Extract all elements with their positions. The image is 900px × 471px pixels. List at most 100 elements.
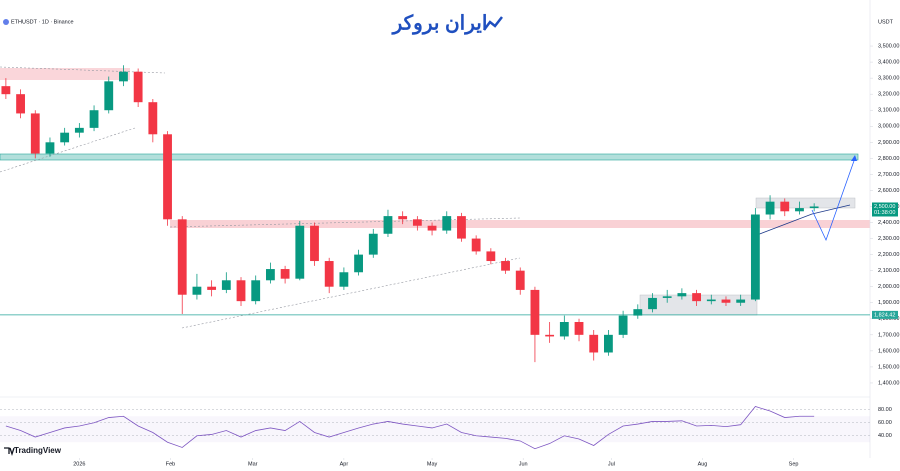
candle-body <box>339 272 349 287</box>
candle-body <box>604 334 613 353</box>
price-line-label: 1,824.42 <box>874 312 895 318</box>
y-tick-label: 3,100.00 <box>878 108 899 114</box>
x-tick-label: 2026 <box>73 461 85 467</box>
candle-body <box>60 132 70 143</box>
y-tick-label: 2,700.00 <box>878 172 899 178</box>
candle-body <box>795 208 804 212</box>
candle-body <box>16 94 25 114</box>
candle-body <box>192 286 202 295</box>
countdown: 01:38:00 <box>874 210 895 216</box>
y-tick-label: 3,200.00 <box>878 92 899 98</box>
candle-body <box>530 289 540 335</box>
candle-body <box>251 280 261 302</box>
candle-body <box>74 127 84 133</box>
rsi-band <box>0 416 870 443</box>
y-tick-label: 2,000.00 <box>878 284 899 290</box>
trend-line <box>181 257 521 329</box>
candle-body <box>457 216 466 239</box>
candle-body <box>148 102 158 135</box>
price-line-label-bg <box>872 310 898 319</box>
candle-body <box>559 322 569 337</box>
y-tick-label: 2,300.00 <box>878 236 899 242</box>
y-tick-label: 2,200.00 <box>878 252 899 258</box>
resistance-zone <box>0 68 130 80</box>
x-tick-label: Feb <box>166 461 175 467</box>
candle-body <box>119 71 128 82</box>
x-tick-label: Mar <box>248 461 258 467</box>
candle-body <box>310 225 319 262</box>
candle-body <box>354 254 363 273</box>
last-price-label: 2,500.00 <box>874 204 895 210</box>
candle-body <box>662 296 672 298</box>
candle-body <box>236 280 246 302</box>
candle-body <box>515 270 525 290</box>
y-tick-label: 2,100.00 <box>878 268 899 274</box>
candle-body <box>736 299 746 303</box>
y-tick-label: 1,900.00 <box>878 300 899 306</box>
candle-body <box>104 81 114 111</box>
candle-body <box>1 86 11 95</box>
y-tick-label: 3,400.00 <box>878 60 899 66</box>
candle-body <box>324 261 334 287</box>
y-tick-label: 1,400.00 <box>878 380 899 386</box>
candle-body <box>633 309 643 316</box>
candle-body <box>706 299 716 302</box>
y-tick-label: 2,400.00 <box>878 220 899 226</box>
candle-body <box>45 142 55 154</box>
candle-body <box>486 251 496 262</box>
range-box <box>755 197 856 209</box>
y-tick-label: 1,600.00 <box>878 348 899 354</box>
candle-body <box>89 110 99 128</box>
rsi-tick-label: 40.00 <box>878 433 892 439</box>
candle-body <box>721 299 731 303</box>
candle-body <box>589 334 599 353</box>
candle-body <box>265 269 275 281</box>
x-tick-label: Apr <box>340 461 349 467</box>
logo: ایران بروکر <box>391 12 488 35</box>
candle-body <box>545 334 555 337</box>
candle-body <box>442 216 452 231</box>
candle-body <box>765 201 775 215</box>
y-tick-label: 1,500.00 <box>878 364 899 370</box>
x-tick-label: Jul <box>608 461 615 467</box>
resistance-zone <box>170 220 870 228</box>
candle-body <box>383 216 393 234</box>
rsi-line <box>5 406 815 450</box>
projection <box>811 157 856 242</box>
candle-body <box>574 322 584 335</box>
candle-body <box>177 219 187 295</box>
candle-body <box>677 293 687 297</box>
brand-icon <box>4 447 15 457</box>
brand: TradingView <box>14 446 62 455</box>
candle-body <box>648 297 657 310</box>
y-tick-label: 1,700.00 <box>878 332 899 338</box>
last-price-bg <box>872 202 898 217</box>
y-tick-label: 3,000.00 <box>878 124 899 130</box>
candle-body <box>809 206 819 209</box>
candle-body <box>471 238 481 252</box>
candle-body <box>780 201 790 212</box>
y-tick-label: 3,300.00 <box>878 76 899 82</box>
x-tick-label: Aug <box>698 461 708 467</box>
y-tick-label: 3,500.00 <box>878 43 899 49</box>
candle-body <box>295 225 305 279</box>
candle-body <box>618 315 628 335</box>
y-tick-label: 1,800.00 <box>878 316 899 322</box>
y-tick-label: 2,900.00 <box>878 140 899 146</box>
candle-body <box>280 269 290 279</box>
y-tick-label: 2,600.00 <box>878 188 899 194</box>
x-tick-label: May <box>427 461 438 467</box>
symbol-title: ETHUSDT · 1D · Binance <box>11 19 74 25</box>
x-tick-label: Sep <box>789 461 799 467</box>
rsi-tick-label: 80.00 <box>878 407 892 413</box>
candle-body <box>368 233 378 255</box>
candle-body <box>30 113 40 154</box>
candle-body <box>163 134 172 220</box>
projection-arrow <box>851 155 857 161</box>
candle-body <box>207 286 217 290</box>
candle-body <box>398 216 408 220</box>
candle-body <box>412 219 422 226</box>
candle-body <box>221 280 231 290</box>
